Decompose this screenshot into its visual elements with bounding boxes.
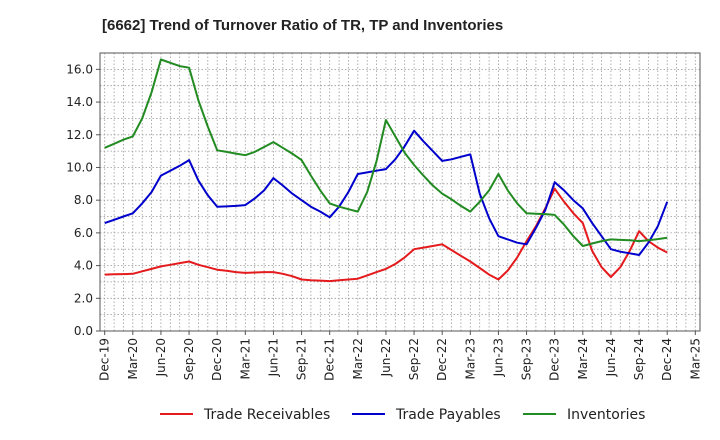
x-tick-label: Dec-19 [98,338,112,381]
x-tick-label: Mar-25 [688,338,702,379]
plot-area [99,52,701,332]
legend-label: Inventories [567,407,645,423]
x-tick-label: Mar-20 [126,338,140,379]
x-tick-label: Sep-20 [182,338,196,380]
y-tick-label: 6.0 [74,226,93,240]
chart-title: [6662] Trend of Turnover Ratio of TR, TP… [102,17,503,34]
series-line-1 [104,187,668,283]
legend: Trade Receivables Trade Payables Inventori… [160,407,645,423]
y-axis: 0.0 2.0 4.0 6.0 8.0 10.0 12.0 14.0 16.0 [66,62,100,338]
x-tick-label: Jun-21 [266,338,280,377]
legend-label: Trade Receivables [203,407,330,423]
series-lines [104,58,669,283]
x-tick-label: Mar-23 [463,338,477,379]
y-tick-label: 14.0 [66,95,93,109]
x-tick-label: Dec-24 [660,338,674,381]
x-tick-label: Sep-24 [632,338,646,380]
x-tick-label: Sep-23 [520,338,534,380]
x-tick-label: Dec-22 [435,338,449,381]
x-tick-label: Jun-24 [604,338,618,377]
x-tick-label: Dec-21 [323,338,337,381]
y-tick-label: 16.0 [66,62,93,76]
x-tick-label: Mar-24 [576,338,590,379]
y-tick-label: 4.0 [74,259,93,273]
x-tick-label: Dec-20 [210,338,224,381]
x-tick-label: Mar-22 [351,338,365,379]
x-tick-label: Sep-22 [407,338,421,380]
grid [100,53,700,331]
x-tick-label: Jun-22 [379,338,393,377]
x-tick-label: Mar-21 [238,338,252,379]
series-line-2 [104,129,669,256]
x-tick-label: Jun-23 [491,338,505,377]
x-tick-label: Dec-23 [548,338,562,381]
y-tick-label: 2.0 [74,291,93,305]
y-tick-label: 10.0 [66,160,93,174]
x-tick-label: Jun-20 [154,338,168,377]
y-tick-label: 0.0 [74,324,93,338]
x-tick-label: Sep-21 [295,338,309,380]
x-axis: Dec-19 Mar-20 Jun-20 Sep-20 Dec-20 Mar-21 Jun-… [98,331,702,381]
series-line-3 [104,58,668,247]
y-tick-label: 12.0 [66,128,93,142]
legend-label: Trade Payables [395,407,501,423]
y-tick-label: 8.0 [74,193,93,207]
